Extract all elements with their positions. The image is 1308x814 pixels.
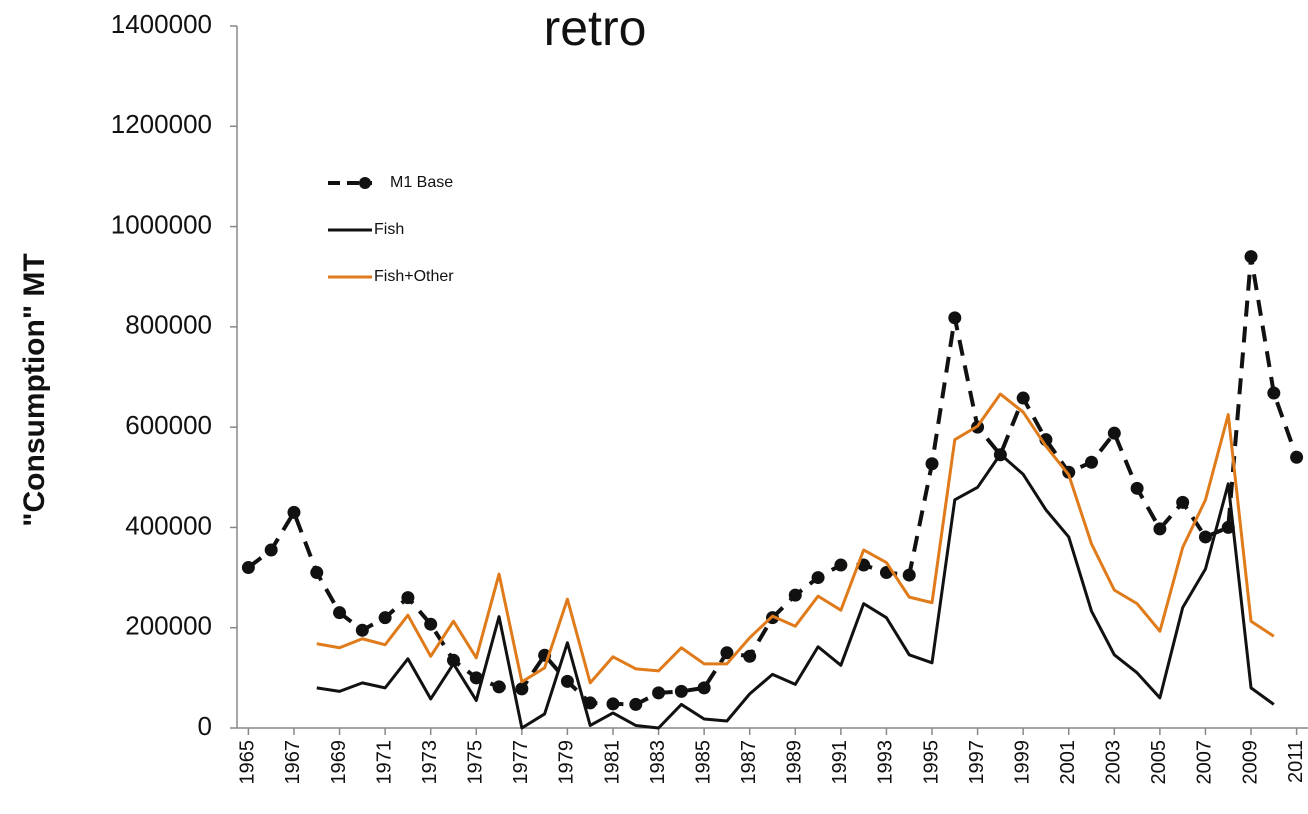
series-marker [264,543,278,557]
series-marker [469,671,483,685]
series-line [247,254,1299,707]
x-tick-label: 1971 [373,740,395,785]
series-marker [241,561,255,575]
series-marker [925,457,939,471]
legend-label: Fish [374,221,404,238]
series-marker [424,617,438,631]
y-tick-label: 1000000 [111,209,212,239]
x-tick-label: 1975 [465,740,487,785]
series-marker [834,558,848,572]
chart-title: retro [544,0,647,56]
series-marker [1107,426,1121,440]
series-marker [355,623,369,637]
series-marker [720,646,734,660]
series-marker [1198,530,1212,544]
series-line [316,392,1275,685]
x-tick-label: 1977 [510,740,532,785]
x-tick-label: 1969 [328,740,350,785]
y-tick-label: 600000 [125,410,212,440]
series-marker [743,649,757,663]
series-marker [788,588,802,602]
x-tick-label: 1979 [556,740,578,785]
series-marker [811,571,825,585]
x-tick-label: 1985 [692,740,714,785]
series-marker [1085,455,1099,469]
x-tick-label: 1967 [282,740,304,785]
series-marker [560,674,574,688]
series-marker [1153,522,1167,536]
y-tick-label: 0 [198,711,212,741]
y-tick-label: 800000 [125,310,212,340]
series-marker [697,681,711,695]
x-tick-label: 1983 [647,740,669,785]
x-tick-label: 1987 [738,740,760,785]
legend-label: Fish+Other [374,268,454,285]
x-tick-label: 1997 [966,740,988,785]
series-marker [902,568,916,582]
y-tick-label: 400000 [125,510,212,540]
x-tick-label: 2003 [1103,740,1125,785]
legend-label: M1 Base [390,174,453,191]
series-marker [1290,450,1304,464]
series-marker [333,606,347,620]
series-marker [606,697,620,711]
series-marker [1176,495,1190,509]
series-marker [652,686,666,700]
x-tick-label: 1989 [784,740,806,785]
series-marker [310,566,324,580]
series-marker [1130,481,1144,495]
x-tick-label: 1999 [1011,740,1033,785]
series-line [316,452,1275,730]
series-marker [401,591,415,605]
series-marker [1244,250,1258,264]
legend-marker [359,177,371,189]
x-tick-label: 2007 [1194,740,1216,785]
y-tick-label: 200000 [125,611,212,641]
series-marker [583,696,597,710]
series-marker [674,684,688,698]
x-tick-label: 2001 [1057,740,1079,785]
y-tick-label: 1200000 [111,109,212,139]
series-marker [629,697,643,711]
series-marker [515,682,529,696]
x-tick-label: 2009 [1239,740,1261,785]
x-tick-label: 1991 [829,740,851,785]
series-marker [378,611,392,625]
x-tick-label: 1981 [601,740,623,785]
series-marker [948,311,962,325]
x-tick-label: 2011 [1285,740,1307,783]
x-tick-label: 1993 [875,740,897,785]
x-tick-label: 1995 [920,740,942,785]
series-marker [1267,386,1281,400]
series-marker [446,653,460,667]
x-tick-label: 2005 [1148,740,1170,785]
series-marker [1016,391,1030,405]
x-tick-label: 1973 [419,740,441,785]
y-axis-label: "Consumption" MT [18,253,51,526]
x-tick-label: 1965 [237,740,259,785]
series-marker [287,505,301,519]
series-marker [492,680,506,694]
y-tick-label: 1400000 [111,9,212,39]
